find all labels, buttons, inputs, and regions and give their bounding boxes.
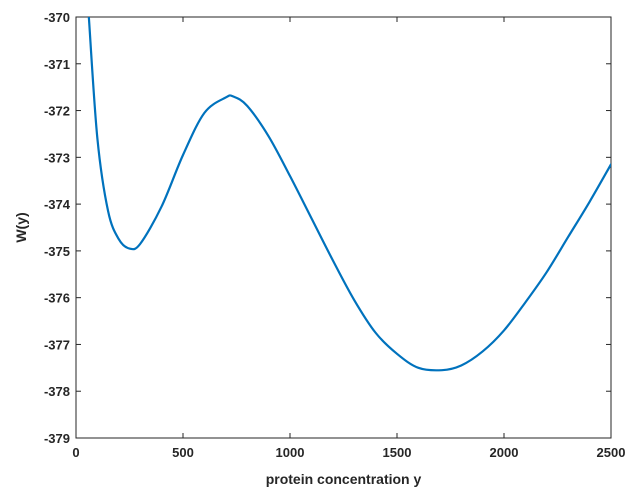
y-tick-label: -370: [44, 10, 70, 25]
y-tick-label: -375: [44, 244, 70, 259]
y-tick-label: -374: [44, 197, 71, 212]
x-tick-label: 1500: [383, 445, 412, 460]
x-tick-label: 2500: [597, 445, 626, 460]
y-tick-label: -378: [44, 384, 70, 399]
x-tick-label: 1000: [276, 445, 305, 460]
y-tick-label: -379: [44, 431, 70, 446]
x-axis-label: protein concentration y: [266, 471, 422, 487]
x-tick-label: 2000: [490, 445, 519, 460]
plot-area: [75, 16, 612, 439]
y-tick-label: -376: [44, 291, 70, 306]
y-axis-label: W(y): [13, 212, 29, 242]
x-tick-label: 500: [172, 445, 194, 460]
plot-box: [75, 16, 612, 439]
series-line: [87, 17, 611, 372]
series-layer: [87, 17, 611, 372]
y-axis: -370 -371 -372 -373 -374 -375 -376 -377 -378 -379: [44, 10, 611, 446]
y-tick-label: -371: [44, 57, 70, 72]
x-axis: 0 500 1000 1500 2000 2500: [72, 17, 625, 460]
y-tick-label: -372: [44, 104, 70, 119]
y-tick-label: -377: [44, 337, 70, 352]
y-tick-label: -373: [44, 150, 70, 165]
x-tick-label: 0: [72, 445, 79, 460]
